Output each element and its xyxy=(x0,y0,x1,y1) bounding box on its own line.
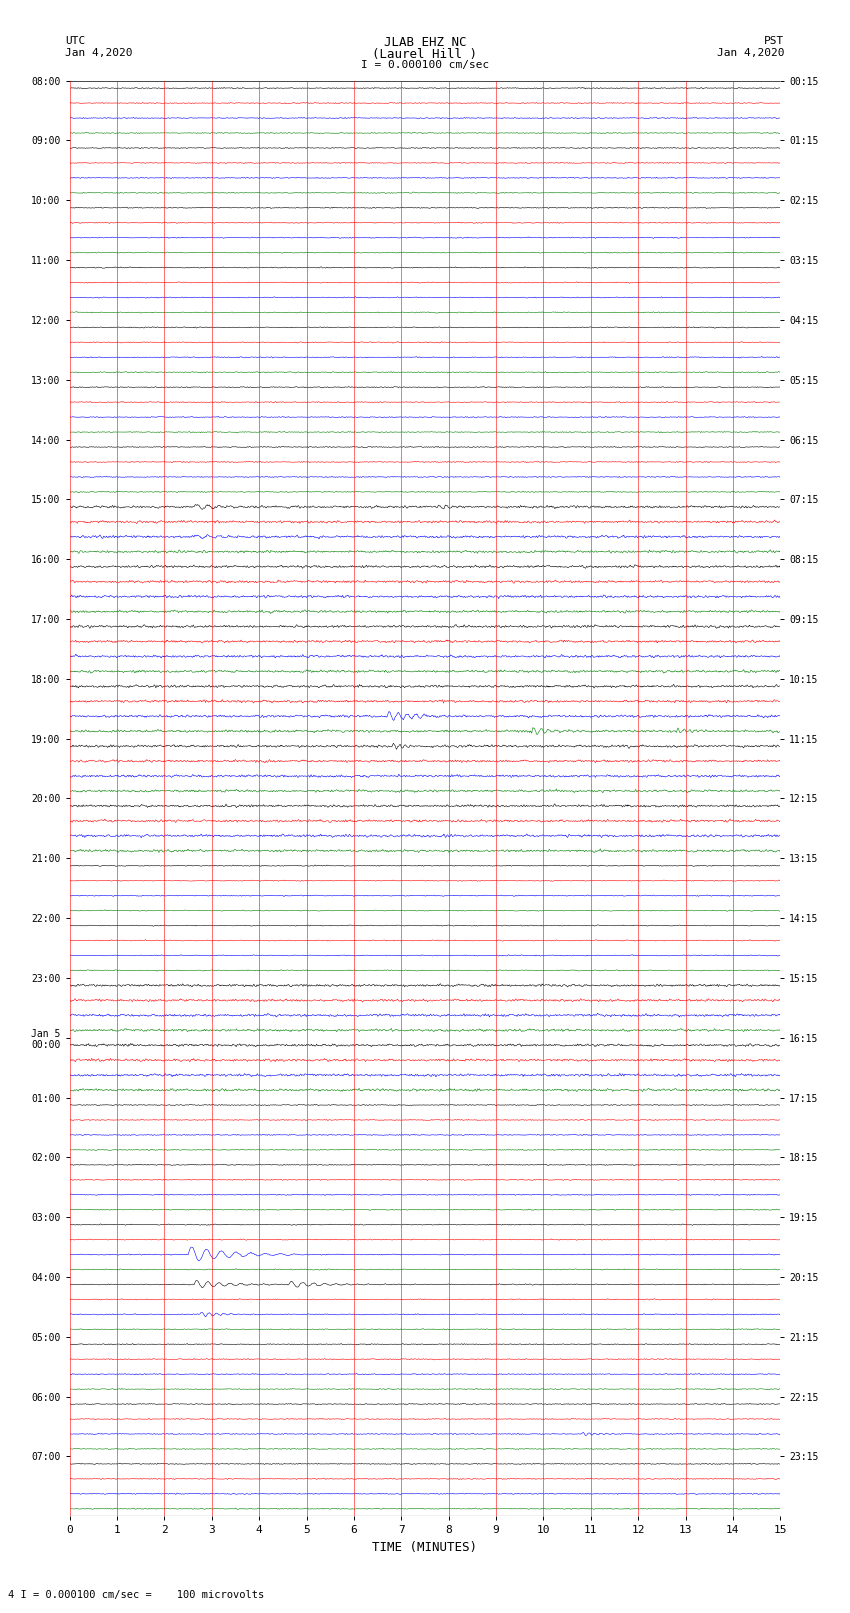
Text: I = 0.000100 cm/sec: I = 0.000100 cm/sec xyxy=(361,60,489,71)
Text: UTC: UTC xyxy=(65,37,86,47)
Text: JLAB EHZ NC: JLAB EHZ NC xyxy=(383,37,467,50)
Text: PST: PST xyxy=(764,37,785,47)
X-axis label: TIME (MINUTES): TIME (MINUTES) xyxy=(372,1540,478,1553)
Text: (Laurel Hill ): (Laurel Hill ) xyxy=(372,48,478,61)
Text: Jan 4,2020: Jan 4,2020 xyxy=(717,48,785,58)
Text: Jan 4,2020: Jan 4,2020 xyxy=(65,48,133,58)
Text: 4 I = 0.000100 cm/sec =    100 microvolts: 4 I = 0.000100 cm/sec = 100 microvolts xyxy=(8,1590,264,1600)
